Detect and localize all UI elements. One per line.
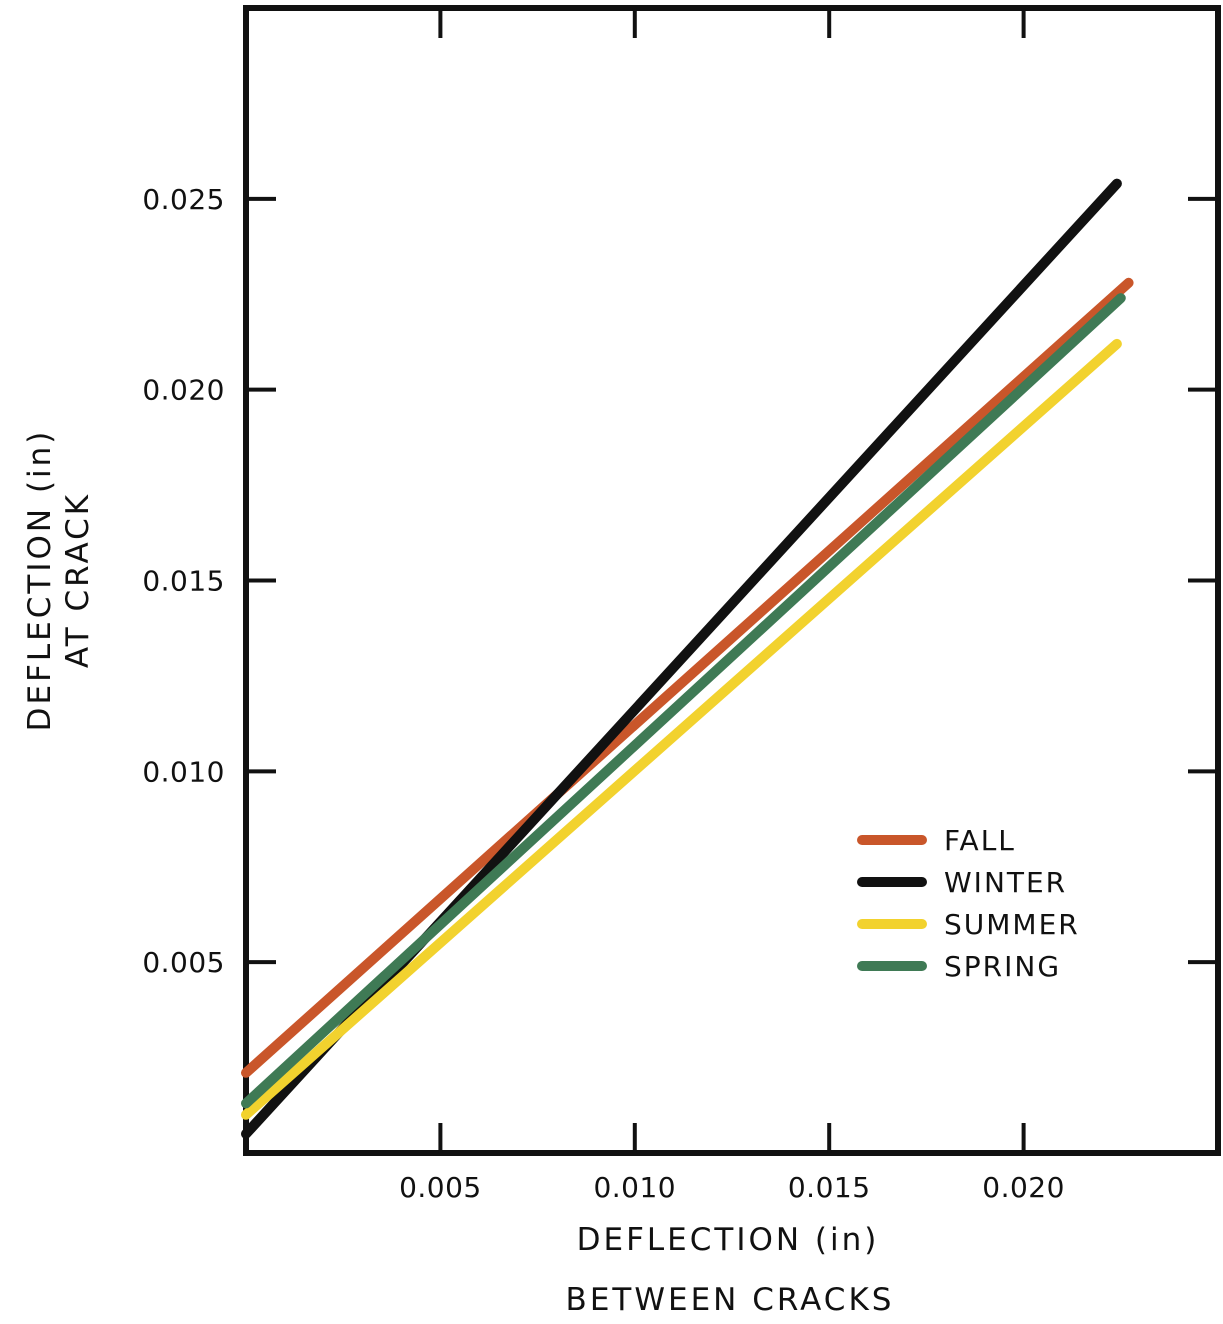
series-layer [241, 178, 1134, 1139]
ticks-layer: 0.005 0.010 0.015 0.020 0.005 0.010 0.015 0.020… [142, 8, 1218, 1204]
legend-label-fall: FALL [944, 824, 1016, 857]
x-axis-title: DEFLECTION (in) [577, 1222, 880, 1258]
x-tick-label: 0.005 [399, 1171, 482, 1204]
y-tick-label: 0.010 [142, 755, 225, 788]
legend: FALL WINTER SUMMER SPRING [857, 824, 1080, 983]
series-line-spring [241, 293, 1126, 1109]
y-tick-label: 0.015 [142, 565, 225, 598]
y-tick-label: 0.005 [142, 946, 225, 979]
series-line-fall [241, 277, 1134, 1078]
y-axis-subtitle: AT CRACK [60, 492, 96, 668]
legend-label-spring: SPRING [944, 950, 1061, 983]
x-tick-label: 0.015 [788, 1171, 871, 1204]
y-tick-label: 0.025 [142, 183, 225, 216]
x-tick-label: 0.020 [982, 1171, 1065, 1204]
y-axis-title: DEFLECTION (in) [22, 429, 58, 732]
series-line-summer [241, 338, 1122, 1120]
y-tick-label: 0.020 [142, 374, 225, 407]
x-tick-label: 0.010 [593, 1171, 676, 1204]
series-line-winter [241, 178, 1122, 1139]
x-axis-subtitle: BETWEEN CRACKS [566, 1282, 895, 1318]
legend-label-summer: SUMMER [944, 908, 1080, 941]
legend-label-winter: WINTER [944, 866, 1067, 899]
